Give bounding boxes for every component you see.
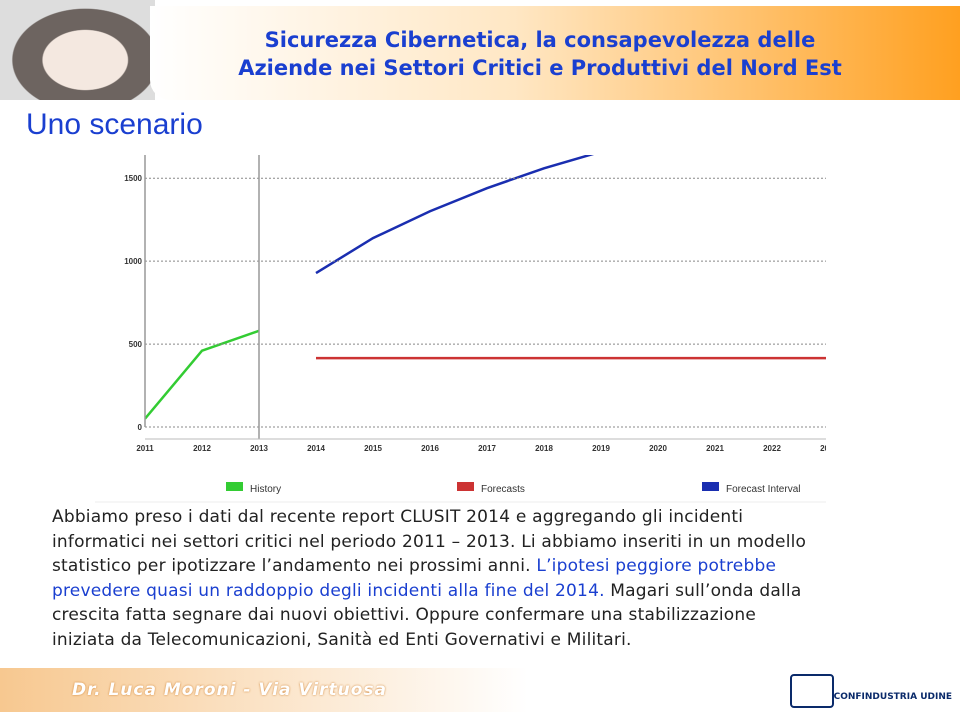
text-segment: prevedere quasi un raddoppio degli incid… <box>52 580 605 601</box>
x-tick-label: 2023 <box>820 444 838 453</box>
text-segment: crescita fatta segnare dai nuovi obietti… <box>52 605 757 625</box>
text-segment: Abbiamo preso i dati dal recente report … <box>52 507 744 527</box>
logo-mark <box>790 674 834 708</box>
x-tick-label: 2015 <box>364 444 382 453</box>
author: Dr. Luca Moroni - Via Virtuosa <box>72 680 387 700</box>
x-tick-label: 2020 <box>649 444 667 453</box>
title-line: Aziende nei Settori Critici e Produttivi… <box>238 56 842 80</box>
x-tick-label: 2011 <box>136 444 154 453</box>
x-tick-label: 2012 <box>193 444 211 453</box>
text-segment: L’ipotesi peggiore potrebbe <box>536 556 777 576</box>
text-line: informatici nei settori critici nel peri… <box>52 530 806 555</box>
footer: Dr. Luca Moroni - Via Virtuosa CONFINDUS… <box>0 668 960 712</box>
text-line: Abbiamo preso i dati dal recente report … <box>52 505 806 530</box>
text-segment: Magari sull’onda dalla <box>604 580 802 601</box>
x-tick-label: 2013 <box>250 444 268 453</box>
text-segment: informatici nei settori critici nel peri… <box>52 531 807 552</box>
x-tick-label: 2016 <box>421 444 439 453</box>
legend-swatch <box>457 482 474 491</box>
x-tick-label: 2014 <box>307 444 325 453</box>
photo <box>0 0 155 100</box>
banner <box>150 6 960 100</box>
y-tick-label: 1500 <box>124 174 142 183</box>
legend-label: Forecasts <box>481 484 525 495</box>
plot-area <box>145 155 826 420</box>
x-tick-label: 2022 <box>763 444 781 453</box>
legend-swatch <box>702 482 719 491</box>
x-tick-label: 2017 <box>478 444 496 453</box>
y-tick-label: 1000 <box>124 257 142 266</box>
y-tick-label: 500 <box>129 340 143 349</box>
legend-label: History <box>250 484 281 495</box>
x-tick-label: 2021 <box>706 444 724 453</box>
y-tick-label: 0 <box>138 423 143 432</box>
legend-swatch <box>226 482 243 491</box>
section-title: Uno scenario <box>26 108 203 141</box>
text-line: iniziata da Telecomunicazioni, Sanità ed… <box>52 628 806 653</box>
series-line <box>145 329 260 420</box>
logo-text: CONFINDUSTRIA UDINE <box>833 692 952 702</box>
text-line: crescita fatta segnare dai nuovi obietti… <box>52 603 806 628</box>
text-line: statistico per ipotizzare l’andamento ne… <box>52 554 806 579</box>
text-line: prevedere quasi un raddoppio degli incid… <box>52 579 806 604</box>
x-tick-label: 2018 <box>535 444 553 453</box>
title-line: Sicurezza Cibernetica, la consapevolezza… <box>264 28 816 52</box>
x-tick-label: 2019 <box>592 444 610 453</box>
legend-label: Forecast Interval <box>726 484 800 495</box>
paragraph: Abbiamo preso i dati dal recente report … <box>52 505 806 652</box>
series-line <box>315 155 595 275</box>
text-segment: statistico per ipotizzare l’andamento ne… <box>52 556 537 576</box>
text-segment: iniziata da Telecomunicazioni, Sanità ed… <box>52 629 632 650</box>
